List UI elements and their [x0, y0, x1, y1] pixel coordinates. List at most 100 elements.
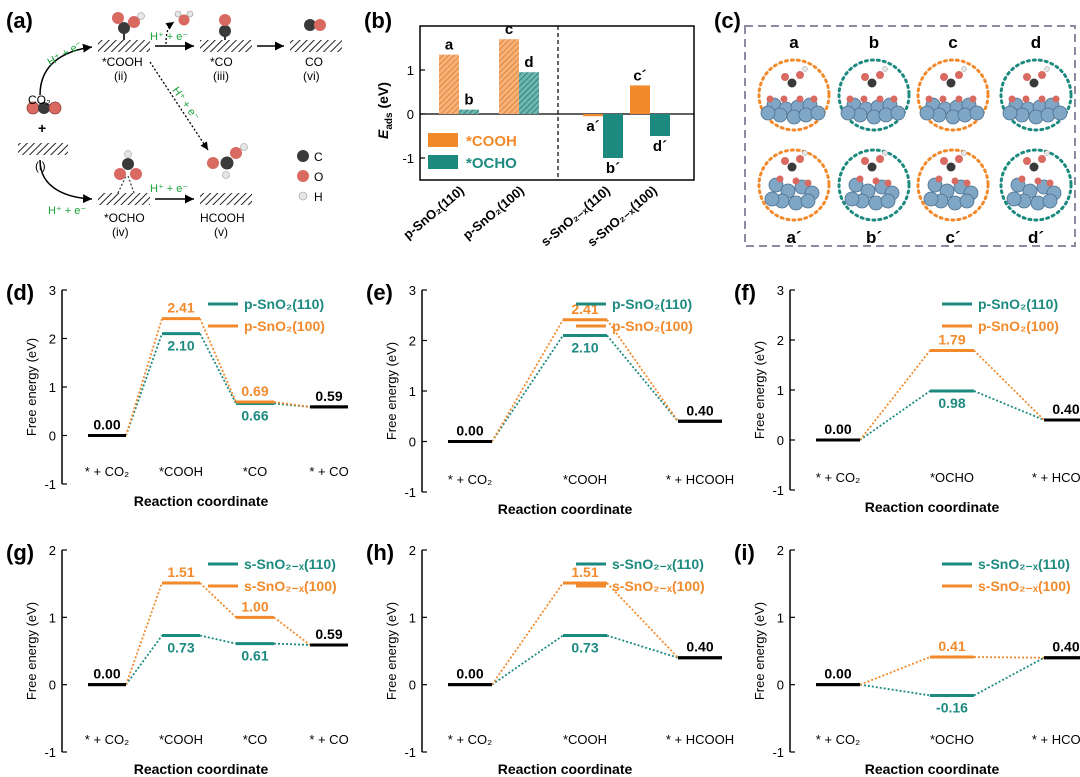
energy-chart-f: (f) -1 0 1 2 3 Free energy (eV) Reaction coordi… [734, 280, 1080, 515]
connector-line [273, 402, 311, 408]
structure-ring [757, 58, 831, 132]
state-label-vi: (vi) [303, 69, 320, 83]
connector-line [125, 582, 163, 685]
co-adsorbate [219, 14, 231, 40]
connector-line [273, 642, 311, 646]
y-tick-label: 3 [409, 283, 416, 298]
o-atom [796, 155, 804, 163]
cooh-adsorbate [112, 12, 145, 40]
o-atom [963, 179, 971, 187]
carbon-swatch [297, 150, 309, 162]
state-label-cooh: *COOH [102, 55, 143, 69]
bar-letter-label: d´ [653, 138, 667, 155]
o-atom [1038, 155, 1046, 163]
panel-b-adsorption-energy: (b) -1 0 1 Eads (eV) a b p-SnO₂(110) cd p-SnO₂(10… [364, 8, 695, 250]
o-atom [951, 177, 959, 185]
y-tick-label: 0 [49, 678, 56, 693]
h-atom [961, 150, 967, 156]
arrow-label-1: H⁺ + e⁻ [46, 39, 85, 69]
energy-value-label: 0.73 [571, 640, 598, 656]
connector-line [859, 683, 931, 697]
plot-frame [419, 25, 695, 181]
y-tick-label: 1 [409, 610, 416, 625]
o-atom [955, 95, 963, 103]
structure-label: c [948, 33, 957, 52]
step-label: *OCHO [930, 732, 974, 747]
o-atom [846, 95, 854, 103]
legend-c: C [314, 150, 323, 164]
y-tick-label: 2 [409, 334, 416, 349]
energy-value-label: 0.59 [315, 388, 342, 404]
energy-value-label: -0.16 [936, 699, 968, 715]
legend-label: s-SnO₂₋ₓ(100) [244, 578, 337, 594]
state-label-i: (i) [35, 159, 46, 173]
category-label: p-SnO₂(110) [400, 183, 467, 242]
c-atom [1029, 78, 1039, 88]
step-label: * + CO [309, 464, 348, 479]
connector-line [859, 349, 931, 441]
connector-line [273, 616, 311, 646]
step-label: * + CO [309, 732, 348, 747]
energy-value-label: 0.40 [686, 402, 713, 418]
state-label-co-product: CO [305, 55, 323, 69]
y-tick-label: 2 [777, 543, 784, 558]
o-atom [1038, 95, 1046, 103]
bar-ocho [603, 114, 623, 158]
co-product [304, 19, 326, 31]
oxygen-swatch [297, 170, 309, 182]
energy-value-label: 0.40 [686, 639, 713, 655]
sn-atom [959, 193, 975, 209]
step-label: *COOH [159, 732, 203, 747]
structure-ring [999, 148, 1073, 222]
sn-atom [923, 191, 939, 207]
legend-swatch-ocho [428, 155, 458, 169]
y-axis-label: Eads (eV) [375, 82, 395, 139]
sn-atom [919, 105, 935, 121]
energy-value-label: 0.00 [456, 423, 483, 439]
legend-label: s-SnO₂₋ₓ(100) [978, 578, 1071, 594]
o-atom [856, 175, 864, 183]
panel-tag: (g) [6, 540, 34, 565]
step-label: *COOH [159, 464, 203, 479]
y-tick-label: 0 [409, 678, 416, 693]
c-atom [787, 162, 797, 172]
structure-d [999, 58, 1073, 132]
x-axis-label: Reaction coordinate [134, 761, 269, 777]
structure-prime-4 [999, 148, 1073, 222]
energy-value-label: 0.00 [456, 666, 483, 682]
h-atom [802, 66, 808, 72]
energy-value-label: 0.40 [1052, 639, 1079, 655]
o-atom [781, 157, 789, 165]
connector-line [491, 634, 564, 686]
connector-line [973, 349, 1045, 421]
o-atom [955, 155, 963, 163]
surface-iv [98, 193, 150, 205]
o-atom [861, 73, 869, 81]
legend-label: p-SnO₂(100) [612, 318, 693, 334]
o-atom [796, 95, 804, 103]
panel-c-tag: (c) [714, 8, 741, 33]
y-tick-label: 1 [407, 63, 414, 78]
o-atom [1018, 175, 1026, 183]
c-atom [1029, 162, 1039, 172]
o-atom [781, 73, 789, 81]
y-tick-label: 0 [777, 678, 784, 693]
connector-line [859, 390, 931, 441]
sn-atom [1042, 193, 1058, 209]
structure-a [757, 58, 831, 132]
energy-value-label: 0.00 [93, 666, 120, 682]
o-atom [939, 95, 947, 103]
legend-label: p-SnO₂(100) [978, 318, 1059, 334]
y-tick-label: 0 [409, 435, 416, 450]
sn-atom [1006, 191, 1022, 207]
bar-letter-label: b´ [606, 160, 620, 177]
energy-value-label: 0.00 [93, 417, 120, 433]
y-axis-label: Free energy (eV) [752, 602, 767, 700]
bar-letter-label: b [464, 92, 473, 109]
sn-atom [880, 193, 896, 209]
o-atom [1034, 177, 1042, 185]
h-atom [802, 150, 808, 156]
arrow-label-5: H⁺ + e⁻ [170, 85, 202, 123]
legend-label-ocho: *OCHO [466, 155, 517, 172]
o-atom [1046, 179, 1054, 187]
